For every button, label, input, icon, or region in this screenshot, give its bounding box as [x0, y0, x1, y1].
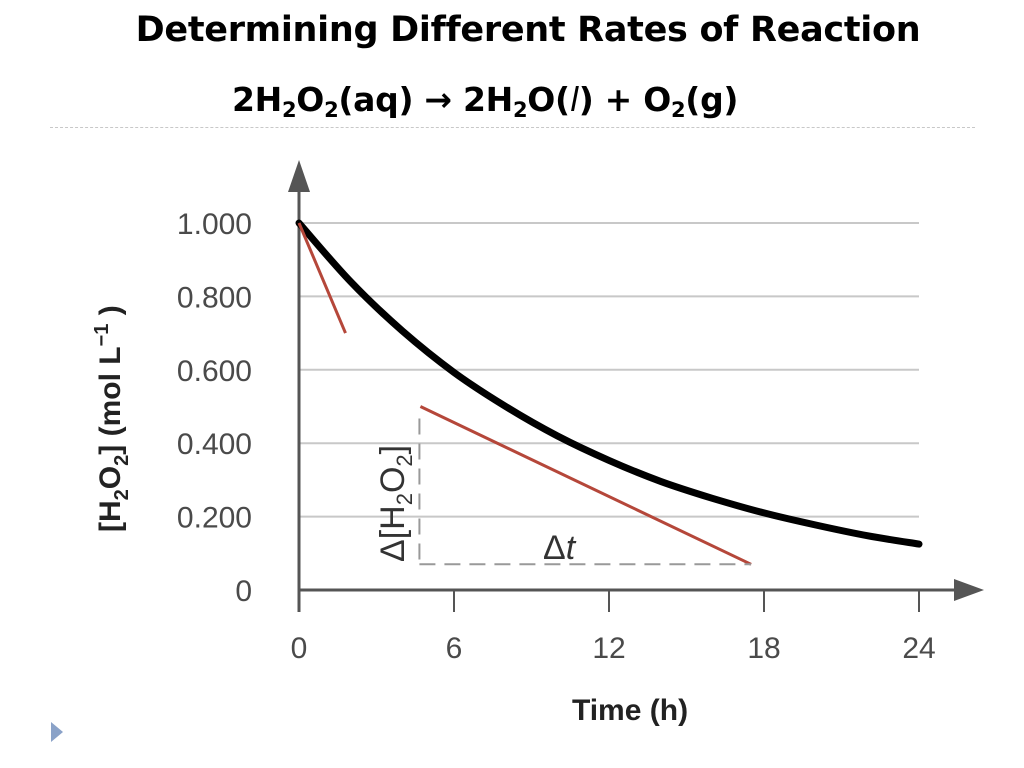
delta-annotations: Δ[H2O2] Δt — [374, 445, 577, 567]
x-tick-label: 12 — [592, 632, 625, 665]
x-tick-label: 18 — [747, 632, 780, 665]
series-layer — [295, 219, 923, 548]
next-slide-icon[interactable] — [51, 722, 63, 742]
delta-concentration-label: Δ[H2O2] — [374, 445, 417, 562]
y-axis-title: [H2O2] (mol L−1 ) — [91, 305, 133, 532]
y-tick-label: 1.000 — [177, 208, 252, 241]
gridlines — [299, 222, 919, 518]
tick-labels: 0 0.200 0.400 0.600 0.800 1.000 0 6 12 18 24 — [177, 208, 936, 665]
y-tick-label: 0.200 — [177, 502, 252, 535]
delta-time-label: Δt — [543, 529, 577, 567]
x-tick-label: 6 — [446, 632, 463, 665]
x-axis-title: Time (h) — [572, 694, 688, 727]
reaction-equation: 2H2O2(aq) → 2H2O(l) + O2(g) — [232, 80, 739, 122]
decay-curve — [295, 219, 923, 548]
initial-rate-tangent — [297, 222, 347, 334]
x-axis-arrowhead — [954, 579, 984, 601]
y-tick-label: 0.400 — [177, 428, 252, 461]
slide-title: Determining Different Rates of Reaction — [135, 10, 921, 50]
y-tick-label: 0.800 — [177, 281, 252, 314]
x-tick-label: 24 — [902, 632, 935, 665]
axes — [288, 160, 984, 612]
y-axis-arrowhead — [288, 160, 310, 192]
y-tick-label: 0 — [235, 575, 252, 608]
average-rate-secant — [419, 405, 752, 566]
x-tick-label: 0 — [291, 632, 308, 665]
tangent-layer — [297, 222, 752, 566]
title-divider — [50, 127, 975, 128]
y-tick-label: 0.600 — [177, 355, 252, 388]
